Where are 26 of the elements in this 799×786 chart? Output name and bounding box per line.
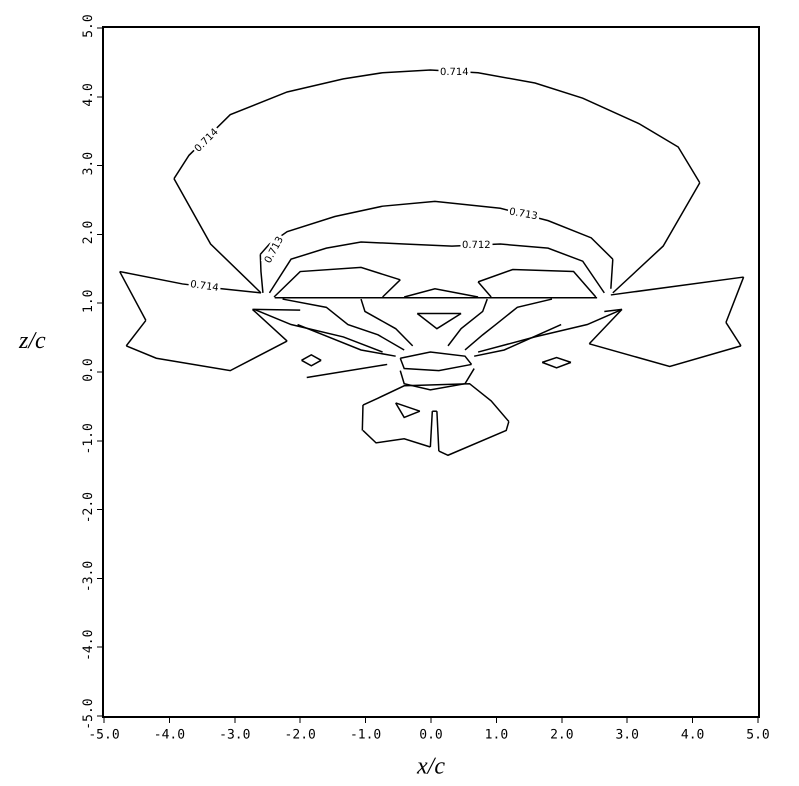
annotation: 0.712	[462, 240, 491, 251]
x-tick-label: 5.0	[746, 728, 770, 743]
y-tick-label: 2.0	[80, 220, 96, 244]
x-tick-label: 3.0	[615, 728, 639, 743]
y-tick-label: -3.0	[80, 560, 96, 592]
y-tick-label: 1.0	[80, 290, 96, 313]
y-tick-label: -1.0	[80, 423, 96, 455]
y-tick-label: -4.0	[80, 630, 96, 661]
y-tick-label: 5.0	[80, 14, 96, 38]
annotation: 0.714	[440, 67, 469, 78]
x-tick-label: 0.0	[419, 728, 443, 743]
x-tick-label: -4.0	[154, 728, 186, 743]
y-axis-title: z/c	[18, 328, 46, 354]
y-tick-label: -2.0	[80, 492, 96, 524]
annotation: 0.713	[508, 206, 538, 222]
x-tick-label: -2.0	[284, 728, 316, 743]
annotation: 0.714	[189, 279, 220, 294]
x-tick-label: 1.0	[484, 728, 508, 743]
x-tick-label: -1.0	[350, 728, 382, 743]
x-tick-label: 4.0	[680, 728, 704, 743]
y-tick-label: 0.0	[80, 358, 96, 382]
y-tick-label: 3.0	[80, 152, 96, 176]
x-tick-label: -3.0	[219, 728, 250, 743]
y-tick-label: 4.0	[80, 83, 96, 107]
x-tick-label: 2.0	[550, 728, 574, 743]
x-axis-title: x/c	[416, 753, 446, 780]
